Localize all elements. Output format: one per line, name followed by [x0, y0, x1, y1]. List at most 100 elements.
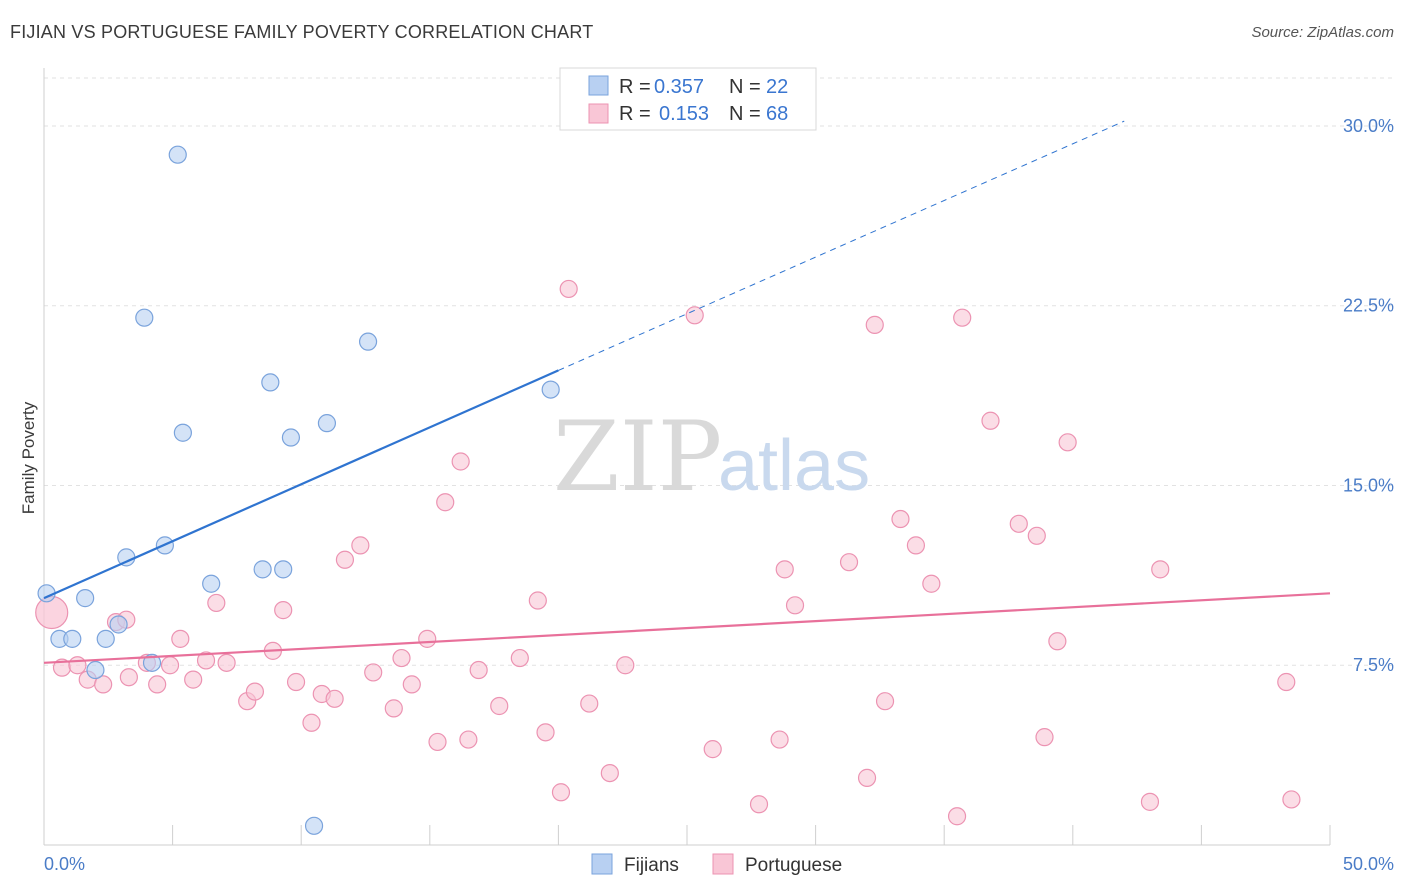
- portuguese-point: [906, 536, 926, 555]
- bottom-legend: Fijians Portuguese: [591, 853, 842, 876]
- portuguese-point: [302, 713, 321, 732]
- y-tick-label: 7.5%: [1353, 655, 1394, 675]
- portuguese-point: [1151, 560, 1170, 579]
- portuguese-point: [775, 560, 794, 579]
- bottom-legend-swatch-portuguese: [712, 853, 734, 875]
- fijian-point: [135, 308, 154, 327]
- portuguese-point: [580, 694, 599, 713]
- fijian-point: [253, 560, 272, 579]
- portuguese-points: [35, 279, 1301, 826]
- portuguese-point: [384, 699, 403, 718]
- watermark-zip: ZIP: [553, 401, 722, 513]
- portuguese-point: [947, 807, 967, 826]
- portuguese-point: [1282, 790, 1301, 809]
- legend-n-label-fijians: N =: [729, 76, 761, 98]
- portuguese-point: [1277, 672, 1296, 692]
- portuguese-point: [184, 670, 203, 689]
- portuguese-point: [207, 593, 226, 613]
- legend: R = 0.357 N = 22 R = 0.153 N = 68: [559, 67, 817, 131]
- chart-title: FIJIAN VS PORTUGUESE FAMILY POVERTY CORR…: [10, 22, 594, 42]
- legend-swatch-fijians: [588, 75, 609, 96]
- axes: [43, 68, 1331, 846]
- portuguese-point: [1140, 792, 1160, 811]
- fijian-point: [541, 380, 560, 399]
- portuguese-point: [68, 656, 87, 675]
- grid-lines: [44, 77, 1394, 666]
- portuguese-point: [1048, 632, 1067, 651]
- portuguese-point: [875, 692, 895, 711]
- portuguese-point: [865, 315, 884, 334]
- portuguese-point: [392, 648, 411, 668]
- portuguese-point: [160, 656, 180, 675]
- portuguese-point: [148, 675, 167, 694]
- portuguese-point: [325, 689, 344, 708]
- fijian-point: [274, 560, 293, 579]
- portuguese-point: [286, 672, 306, 692]
- portuguese-point: [891, 509, 910, 529]
- trend-lines: [43, 120, 1331, 664]
- fijian-point: [173, 423, 192, 442]
- portuguese-point: [351, 536, 370, 555]
- fijian-point: [86, 660, 105, 680]
- legend-n-value-portuguese: 68: [766, 103, 788, 125]
- fijian-point: [76, 589, 95, 608]
- legend-r-value-fijians: 0.357: [654, 76, 704, 98]
- portuguese-point: [364, 663, 383, 682]
- portuguese-point: [35, 595, 69, 630]
- portuguese-point: [857, 768, 877, 787]
- fijian-point: [202, 574, 221, 593]
- portuguese-point: [171, 629, 190, 648]
- portuguese-point: [274, 601, 293, 620]
- x-tick-labels: 0.0% 50.0%: [44, 854, 1394, 874]
- legend-r-label-fijians: R =: [619, 76, 651, 98]
- y-tick-label: 15.0%: [1343, 475, 1394, 495]
- portuguese-point: [94, 675, 113, 694]
- y-axis-label: Family Poverty: [19, 401, 38, 514]
- fijian-trend-line: [43, 369, 559, 600]
- x-tick-label-max: 50.0%: [1343, 854, 1394, 874]
- portuguese-point: [839, 553, 859, 572]
- bottom-legend-swatch-fijians: [591, 853, 613, 875]
- watermark: ZIP atlas: [553, 401, 870, 513]
- y-tick-label: 30.0%: [1343, 116, 1394, 136]
- portuguese-point: [1027, 526, 1046, 545]
- fijian-point: [63, 629, 82, 648]
- y-tick-labels: 7.5% 15.0% 22.5% 30.0%: [1343, 116, 1394, 675]
- bottom-legend-label-portuguese: Portuguese: [745, 855, 842, 876]
- portuguese-point: [600, 763, 619, 783]
- portuguese-point: [217, 653, 236, 672]
- portuguese-point: [616, 656, 635, 675]
- portuguese-point: [770, 730, 789, 749]
- y-tick-label: 22.5%: [1343, 296, 1394, 316]
- fijian-point: [358, 332, 378, 351]
- legend-n-value-fijians: 22: [766, 76, 788, 98]
- portuguese-point: [1009, 514, 1028, 533]
- fijian-point: [109, 615, 128, 634]
- fijian-point: [304, 816, 324, 835]
- portuguese-trend-line: [43, 592, 1331, 664]
- portuguese-point: [1058, 433, 1077, 452]
- portuguese-point: [551, 783, 571, 802]
- portuguese-point: [436, 493, 455, 512]
- portuguese-point: [785, 596, 805, 615]
- legend-n-label-portuguese: N =: [729, 103, 761, 125]
- fijian-trend-extension: [558, 120, 1125, 371]
- fijian-point: [261, 373, 280, 392]
- portuguese-point: [559, 279, 578, 299]
- portuguese-point: [536, 723, 555, 742]
- fijian-point: [142, 653, 162, 672]
- x-tick-label-min: 0.0%: [44, 854, 85, 874]
- portuguese-point: [119, 668, 138, 687]
- portuguese-point: [245, 682, 265, 701]
- legend-r-value-portuguese: 0.153: [659, 103, 709, 125]
- portuguese-point: [922, 574, 941, 593]
- portuguese-point: [953, 308, 972, 327]
- portuguese-point: [510, 648, 529, 668]
- portuguese-point: [703, 740, 722, 759]
- fijian-point: [281, 428, 301, 447]
- portuguese-point: [402, 675, 421, 694]
- portuguese-point: [196, 651, 216, 670]
- fijian-point: [168, 145, 187, 164]
- portuguese-point: [335, 550, 355, 569]
